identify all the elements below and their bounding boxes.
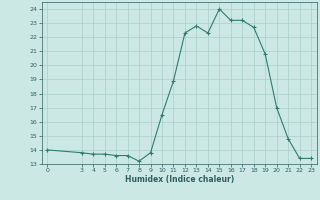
X-axis label: Humidex (Indice chaleur): Humidex (Indice chaleur): [124, 175, 234, 184]
